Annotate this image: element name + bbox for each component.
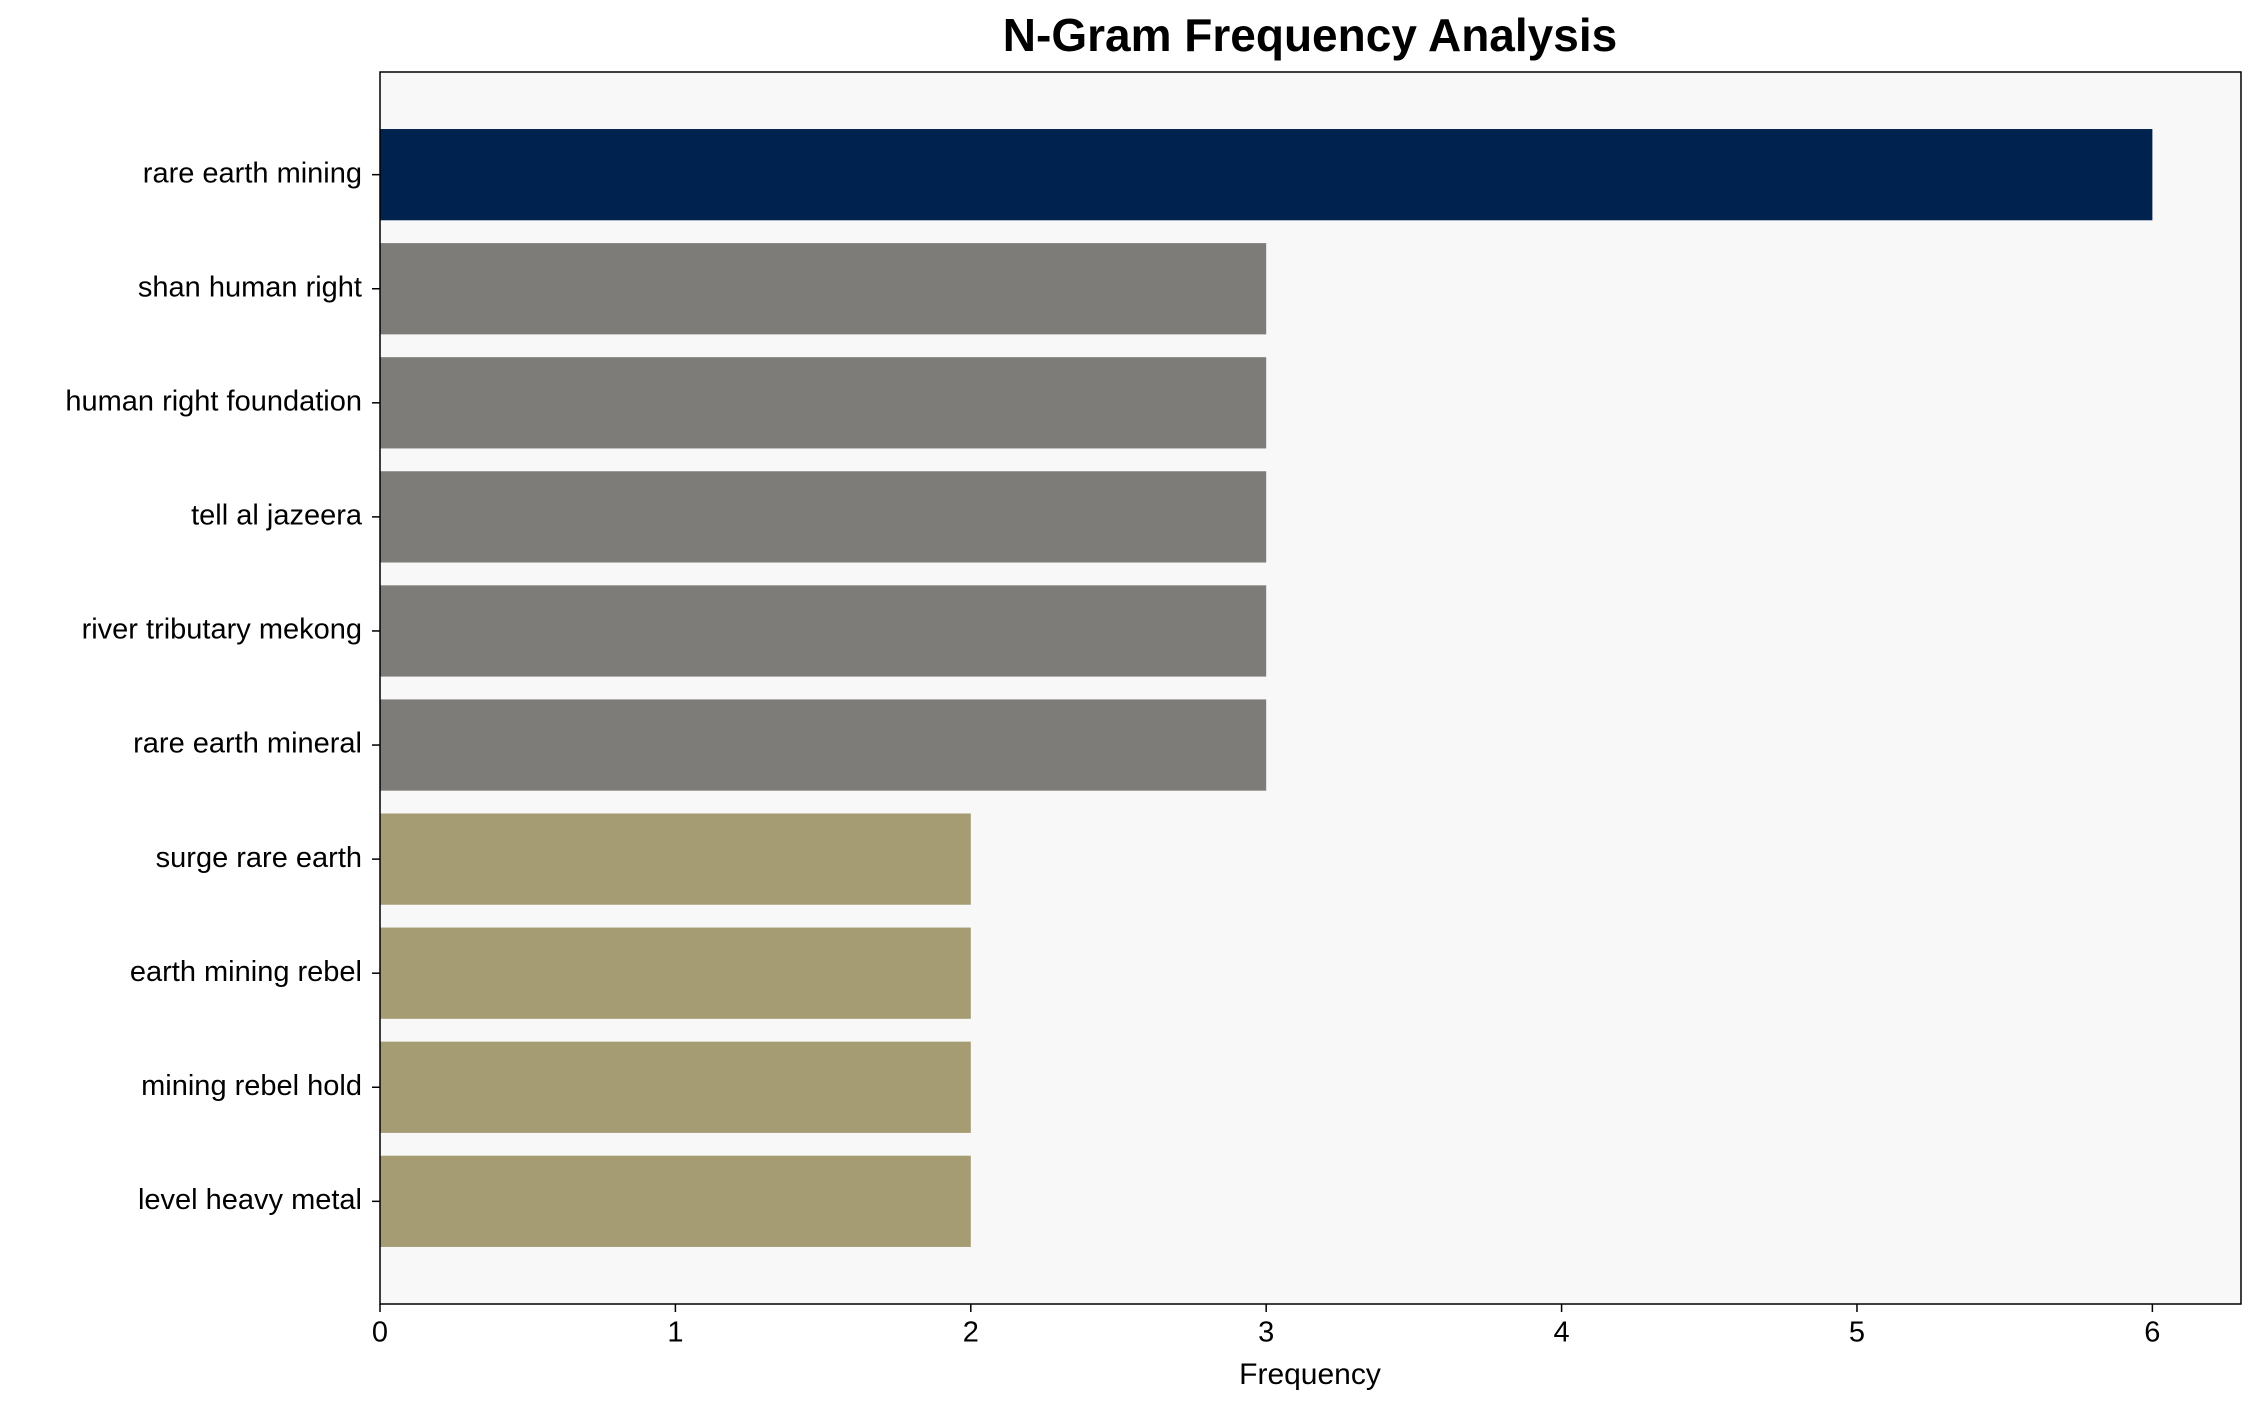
x-tick-label: 6 [2144, 1317, 2160, 1349]
y-tick-label: rare earth mining [143, 157, 362, 189]
y-tick-label: surge rare earth [156, 842, 362, 874]
y-tick-label: level heavy metal [138, 1184, 362, 1216]
x-axis-label: Frequency [1239, 1358, 1381, 1391]
bar [380, 1041, 971, 1133]
bar [380, 357, 1267, 449]
bar [380, 471, 1267, 563]
x-tick-label: 0 [372, 1317, 388, 1349]
x-tick-label: 1 [667, 1317, 683, 1349]
bar [380, 243, 1267, 335]
y-tick-label: shan human right [138, 271, 362, 303]
y-tick-label: human right foundation [65, 385, 362, 417]
x-tick-label: 5 [1849, 1317, 1865, 1349]
chart-title: N-Gram Frequency Analysis [1003, 9, 1617, 61]
bar [380, 585, 1267, 677]
y-tick-label: mining rebel hold [141, 1070, 362, 1102]
x-tick-label: 4 [1554, 1317, 1570, 1349]
bar [380, 927, 971, 1019]
x-tick-label: 3 [1258, 1317, 1274, 1349]
y-tick-label: rare earth mineral [133, 728, 362, 760]
bar [380, 699, 1267, 791]
bar [380, 813, 971, 905]
y-tick-label: earth mining rebel [130, 956, 362, 988]
bar [380, 129, 2153, 221]
x-tick-label: 2 [963, 1317, 979, 1349]
y-tick-label: river tributary mekong [82, 614, 362, 646]
bar [380, 1155, 971, 1247]
y-tick-label: tell al jazeera [191, 500, 363, 532]
plot-frame [379, 71, 2242, 1305]
